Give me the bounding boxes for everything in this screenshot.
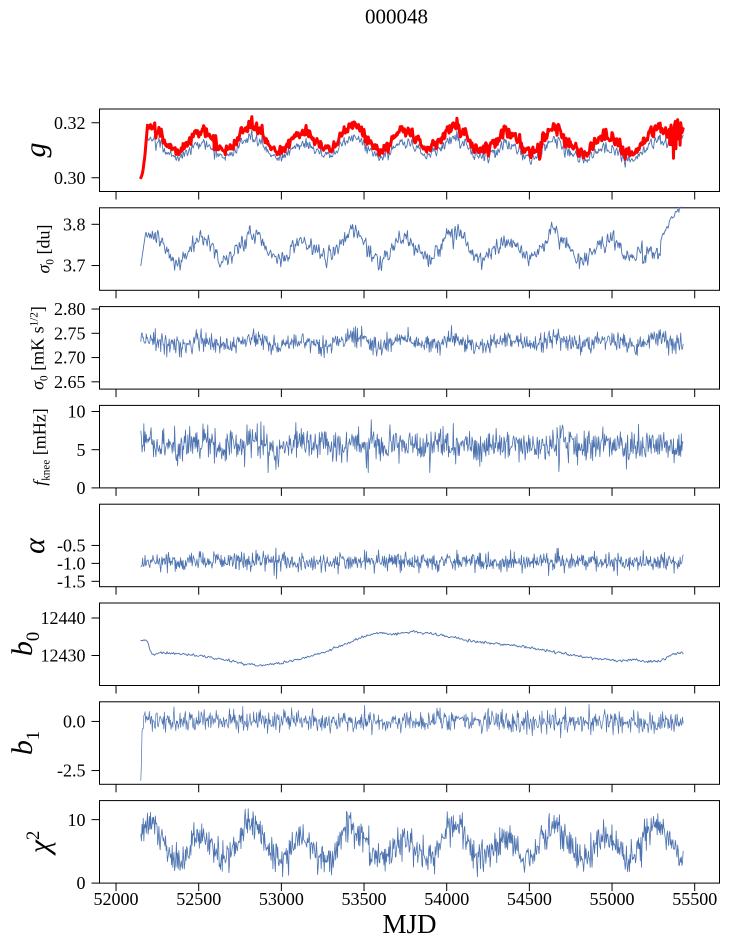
svg-text:3.7: 3.7	[63, 256, 86, 276]
svg-text:52000: 52000	[94, 889, 139, 909]
svg-text:2.65: 2.65	[54, 372, 86, 392]
svg-text:0.30: 0.30	[54, 168, 86, 188]
svg-text:000048: 000048	[365, 5, 428, 29]
svg-text:5: 5	[77, 440, 86, 460]
svg-text:0.0: 0.0	[63, 712, 86, 732]
svg-text:0.32: 0.32	[54, 113, 86, 133]
svg-text:-1.5: -1.5	[57, 571, 86, 591]
svg-text:2.70: 2.70	[54, 348, 86, 368]
svg-text:55500: 55500	[672, 889, 717, 909]
svg-text:10: 10	[68, 810, 86, 830]
svg-text:-0.5: -0.5	[57, 536, 86, 556]
svg-text:54000: 54000	[424, 889, 469, 909]
svg-text:53500: 53500	[342, 889, 387, 909]
svg-text:-2.5: -2.5	[57, 761, 86, 781]
svg-text:52500: 52500	[176, 889, 221, 909]
svg-text:12430: 12430	[41, 646, 86, 666]
svg-text:MJD: MJD	[382, 909, 436, 939]
svg-text:12440: 12440	[41, 608, 86, 628]
svg-text:0: 0	[77, 478, 86, 498]
svg-text:53000: 53000	[259, 889, 304, 909]
svg-text:3.8: 3.8	[63, 214, 86, 234]
svg-text:2.75: 2.75	[54, 323, 86, 343]
svg-text:0: 0	[77, 873, 86, 893]
svg-text:2.80: 2.80	[54, 299, 86, 319]
svg-text:-1.0: -1.0	[57, 554, 86, 574]
svg-text:54500: 54500	[507, 889, 552, 909]
svg-text:10: 10	[68, 402, 86, 422]
svg-text:55000: 55000	[590, 889, 635, 909]
